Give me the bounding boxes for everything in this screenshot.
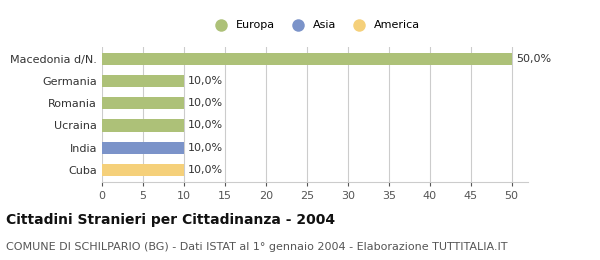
Text: Cittadini Stranieri per Cittadinanza - 2004: Cittadini Stranieri per Cittadinanza - 2… [6, 213, 335, 227]
Text: 10,0%: 10,0% [188, 120, 223, 131]
Text: 10,0%: 10,0% [188, 165, 223, 175]
Bar [102, 119, 184, 132]
Text: COMUNE DI SCHILPARIO (BG) - Dati ISTAT al 1° gennaio 2004 - Elaborazione TUTTITA: COMUNE DI SCHILPARIO (BG) - Dati ISTAT a… [6, 242, 508, 252]
Text: 10,0%: 10,0% [188, 98, 223, 108]
Text: 10,0%: 10,0% [188, 143, 223, 153]
Bar [102, 97, 184, 109]
Bar [102, 75, 184, 87]
Legend: Europa, Asia, America: Europa, Asia, America [209, 21, 421, 30]
Bar [102, 53, 512, 65]
Bar [102, 164, 184, 176]
Text: 50,0%: 50,0% [516, 54, 551, 64]
Bar [102, 141, 184, 154]
Text: 10,0%: 10,0% [188, 76, 223, 86]
